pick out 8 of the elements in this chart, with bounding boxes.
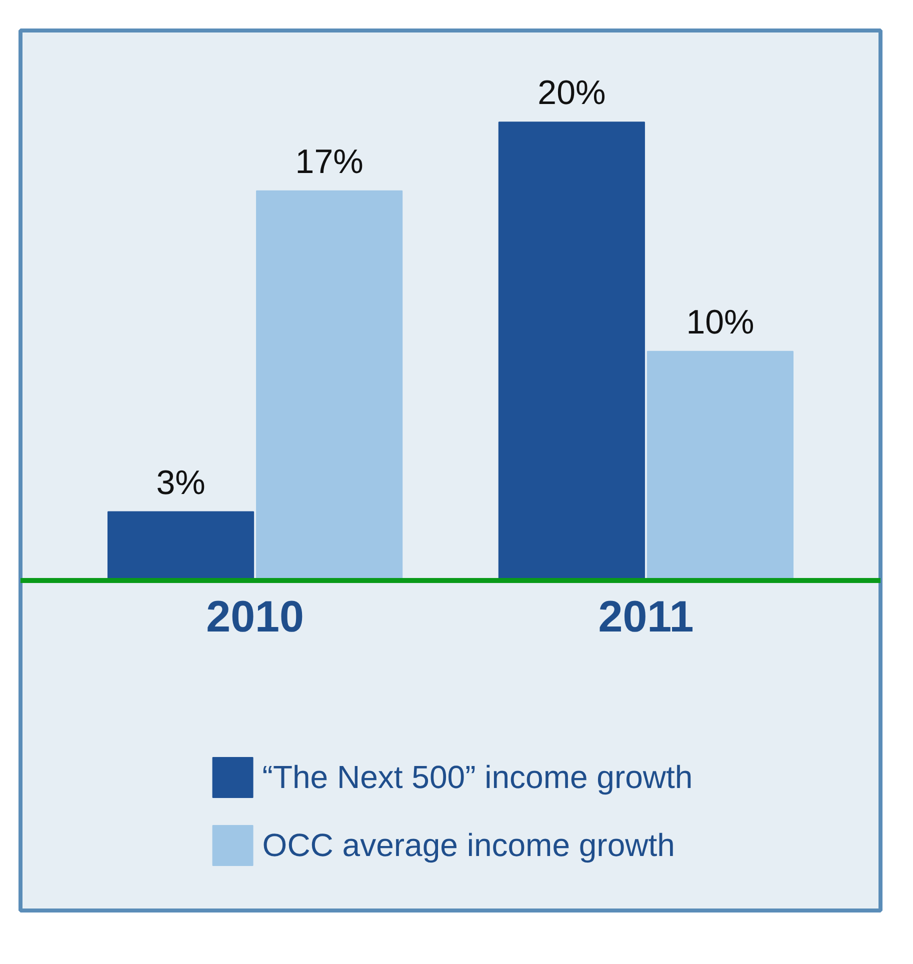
data-label: 17%: [295, 142, 364, 181]
legend-label: “The Next 500” income growth: [262, 758, 693, 796]
x-tick-label: 2010: [206, 592, 304, 642]
data-label: 20%: [538, 74, 606, 112]
legend-label: OCC average income growth: [262, 826, 675, 864]
data-label: 10%: [686, 303, 754, 342]
data-label: 3%: [156, 464, 206, 502]
x-tick-label: 2011: [598, 592, 694, 642]
